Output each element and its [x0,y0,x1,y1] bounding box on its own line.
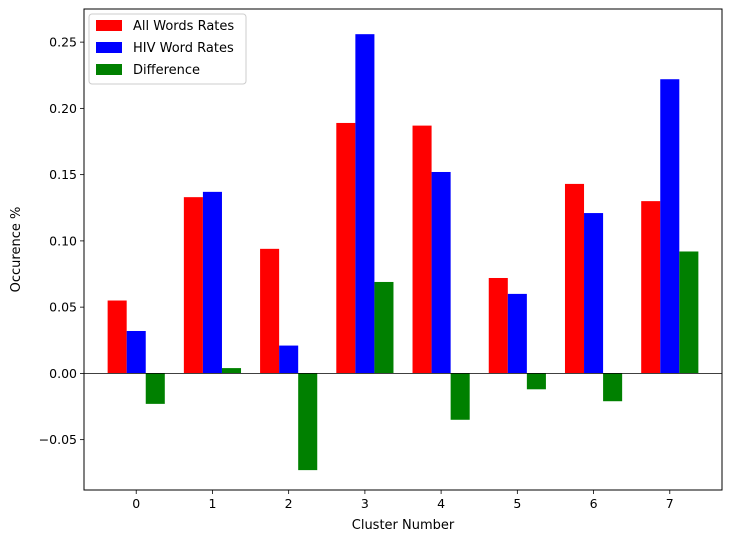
bar-hiv-word-rates-7 [660,79,680,374]
bar-hiv-word-rates-4 [431,171,451,374]
legend-swatch [96,20,122,31]
bar-hiv-word-rates-0 [126,330,146,374]
bar-all-words-rates-0 [107,300,127,374]
x-tick-label: 7 [666,496,674,511]
bar-difference-7 [679,251,699,374]
x-tick-label: 2 [285,496,293,511]
x-axis: 0 1 2 3 4 5 6 7 [132,490,674,511]
bar-all-words-rates-3 [336,122,356,374]
bar-all-words-rates-1 [183,197,203,374]
x-tick-label: 5 [513,496,521,511]
x-tick-label: 3 [361,496,369,511]
bar-difference-0 [145,373,165,404]
bar-all-words-rates-6 [564,183,585,374]
y-tick-label: 0.15 [49,167,77,182]
bar-hiv-word-rates-6 [584,213,604,374]
bar-hiv-word-rates-5 [507,293,527,374]
bar-all-words-rates-7 [641,201,661,374]
bar-difference-5 [526,373,546,390]
y-tick-label: 0.00 [49,366,77,381]
bars-group [107,34,699,471]
legend-label: HIV Word Rates [133,41,234,56]
bar-hiv-word-rates-1 [202,191,222,374]
y-axis-label: Occurence % [9,207,24,293]
legend: All Words Rates HIV Word Rates Difference [88,13,247,85]
legend-label: All Words Rates [133,19,234,34]
bar-all-words-rates-2 [260,248,280,374]
legend-swatch [96,42,122,53]
x-tick-label: 0 [132,496,140,511]
bar-difference-3 [374,281,394,374]
y-tick-label: −0.05 [39,432,77,447]
y-tick-label: 0.25 [49,35,77,50]
bar-hiv-word-rates-2 [279,345,299,374]
x-tick-label: 4 [437,496,445,511]
bar-difference-2 [298,373,318,471]
bar-difference-4 [450,373,470,420]
bar-hiv-word-rates-3 [355,34,375,374]
x-axis-label: Cluster Number [352,518,455,533]
bar-all-words-rates-5 [488,277,508,374]
bar-difference-6 [603,373,623,402]
legend-box [88,13,247,85]
bar-all-words-rates-4 [412,125,432,374]
bar-difference-1 [221,368,242,374]
y-tick-label: 0.05 [49,300,77,315]
y-axis: −0.05 0.00 0.05 0.10 0.15 0.20 0.25 [39,35,84,447]
legend-label: Difference [133,63,200,78]
legend-swatch [96,64,122,75]
y-tick-label: 0.10 [49,233,77,248]
x-tick-label: 6 [590,496,598,511]
x-tick-label: 1 [208,496,216,511]
y-tick-label: 0.20 [49,101,77,116]
plot-frame [83,8,723,491]
